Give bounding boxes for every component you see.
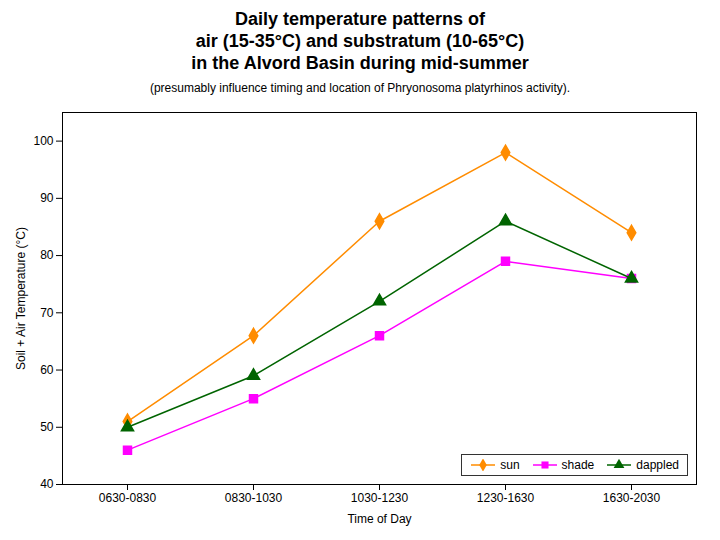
svg-text:50: 50: [40, 420, 54, 434]
svg-text:90: 90: [40, 191, 54, 205]
html-text:dappled: dappled: [636, 458, 679, 472]
svg-text:40: 40: [40, 477, 54, 491]
svg-text:1030-1230: 1030-1230: [351, 491, 409, 505]
svg-text:70: 70: [40, 306, 54, 320]
svg-text:Time of Day: Time of Day: [347, 512, 411, 526]
svg-text:80: 80: [40, 248, 54, 262]
svg-text:1630-2030: 1630-2030: [603, 491, 661, 505]
svg-text:Soil + Air Temperature (°C): Soil + Air Temperature (°C): [14, 227, 28, 370]
svg-text:0630-0830: 0630-0830: [99, 491, 157, 505]
html-text:in the Alvord Basin during mid: in the Alvord Basin during mid-summer: [191, 53, 529, 73]
html-text:Daily temperature patterns of: Daily temperature patterns of: [235, 9, 485, 29]
svg-text:1230-1630: 1230-1630: [477, 491, 535, 505]
svg-text:0830-1030: 0830-1030: [225, 491, 283, 505]
svg-text:100: 100: [33, 134, 53, 148]
svg-text:60: 60: [40, 363, 54, 377]
html-text:air (15-35°C) and substratum (: air (15-35°C) and substratum (10-65°C): [195, 31, 525, 51]
html-text:(presumably influence timing a: (presumably influence timing and locatio…: [149, 81, 571, 95]
html-text:sun: sun: [500, 458, 520, 472]
html-text:shade: shade: [561, 458, 595, 472]
